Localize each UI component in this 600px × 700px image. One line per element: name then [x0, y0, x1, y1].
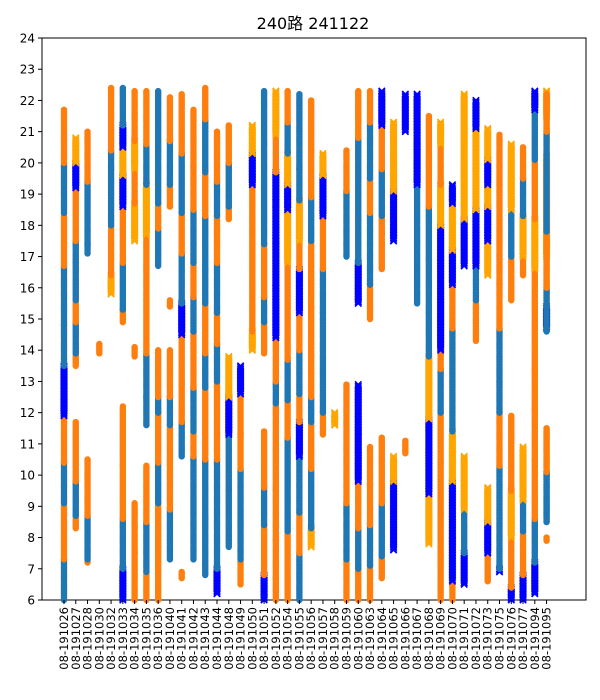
data-point [143, 462, 150, 469]
data-point [131, 87, 138, 95]
data-point [154, 87, 162, 95]
data-point [202, 84, 209, 92]
data-point [131, 500, 138, 507]
data-point [84, 456, 91, 463]
data-point [213, 128, 221, 135]
data-point [107, 84, 115, 92]
data-point [119, 84, 127, 92]
chart-title: 240路 241122 [257, 14, 370, 33]
data-point [225, 122, 232, 129]
data-point [178, 568, 185, 576]
data-point [178, 91, 185, 98]
data-point [260, 87, 268, 95]
data-point [96, 340, 103, 348]
data-point [154, 347, 162, 354]
data-point [166, 297, 174, 304]
data-point [72, 135, 80, 144]
data-point [119, 403, 127, 410]
data-point [72, 137, 80, 145]
data-point [260, 428, 268, 435]
data-point [166, 94, 174, 101]
data-point [190, 106, 197, 114]
data-point [72, 134, 80, 142]
data-point [131, 343, 138, 351]
data-point [72, 418, 79, 426]
data-point [60, 106, 68, 114]
data-point [166, 347, 174, 354]
data-point [143, 87, 150, 95]
data-point [84, 128, 91, 135]
data-point [284, 87, 291, 95]
data-marks [60, 84, 551, 604]
